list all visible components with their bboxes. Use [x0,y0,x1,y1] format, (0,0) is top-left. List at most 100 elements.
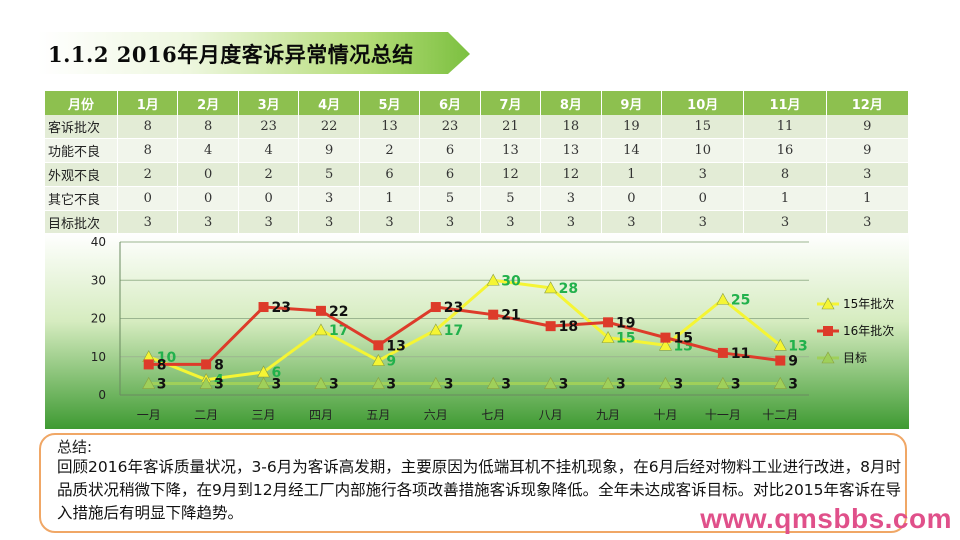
x-tick-label: 一月 [137,408,161,422]
data-label: 9 [788,354,798,370]
complaint-table: 月份 1月 2月 3月 4月 5月 6月 7月 8月 9月 10月 11月 12月 客诉批次 8 8 23 22… [45,91,910,235]
data-point [371,353,385,366]
data-point [371,376,385,389]
data-label: 10 [157,350,177,366]
data-label: 18 [559,319,578,335]
data-label: 25 [731,292,750,308]
table-cell: 9 [826,138,910,163]
data-label: 21 [501,308,520,324]
data-label: 3 [673,377,683,393]
table-cell: 6 [359,162,421,187]
table-header-month: 3月 [238,91,300,115]
table-cell: 23 [419,115,481,139]
table-row: 外观不良 2 0 2 5 6 6 12 12 1 3 8 3 [45,162,910,187]
table-cell: 3 [540,186,602,211]
x-tick-label: 八月 [539,408,563,422]
x-tick-label: 十一月 [705,408,741,422]
table-cell: 12 [540,162,602,187]
data-label: 11 [731,346,750,362]
data-point [314,376,328,389]
table-cell: 16 [743,138,827,163]
data-point [716,292,730,305]
data-point [373,340,384,351]
data-label: 3 [214,377,224,393]
table-cell: 0 [177,186,239,211]
table-cell: 1 [601,162,663,187]
table-cell: 3 [826,210,910,235]
table-cell: 8 [117,138,179,163]
table-cell: 8 [743,162,827,187]
table-cell: 3 [117,210,179,235]
data-label: 3 [559,377,569,393]
table-cell: 3 [298,210,360,235]
data-point [201,359,212,370]
table-cell: 3 [480,210,542,235]
table-cell: 12 [480,162,542,187]
title-banner-shape [38,32,470,74]
data-label: 15 [616,331,635,347]
table-cell: 23 [238,115,300,139]
table-cell: 2 [359,138,421,163]
table-cell: 5 [298,162,360,187]
series-line-1 [148,305,781,366]
data-label: 17 [444,323,463,339]
data-point [544,376,558,389]
table-header-month: 4月 [298,91,360,115]
data-label: 3 [788,377,798,393]
data-label: 8 [157,357,167,373]
table-cell: 21 [480,115,542,139]
data-label: 3 [386,377,396,393]
table-cell: 6 [419,162,481,187]
table-header-month: 8月 [540,91,602,115]
table-header-month: 11月 [743,91,827,115]
table-cell: 1 [359,186,421,211]
chart-svg: 0 10 20 30 40 一月 二月 三月 四月 五月 六月 七月 八月 九月 十月 十一月 十二月 10 4 6 1… [45,233,909,429]
table-cell: 11 [743,115,827,139]
watermark: www.qmsbbs.com [700,503,952,534]
table-cell: 0 [661,186,745,211]
table-cell: 3 [540,210,602,235]
data-point [773,376,787,389]
data-label: 22 [329,304,348,320]
table-cell: 14 [601,138,663,163]
legend-marker [821,351,835,364]
table-header-month: 6月 [419,91,481,115]
row-label: 功能不良 [45,138,118,163]
y-tick-label: 40 [91,235,106,249]
legend-marker [823,326,833,336]
table-cell: 3 [177,210,239,235]
row-label: 客诉批次 [45,115,118,139]
table-cell: 4 [238,138,300,163]
y-tick-label: 10 [91,350,106,364]
data-label: 3 [731,377,741,393]
x-tick-label: 三月 [252,408,276,422]
table-cell: 3 [826,162,910,187]
table-header-month: 12月 [826,91,910,115]
data-label: 23 [444,300,463,316]
data-point [601,330,615,343]
table-cell: 15 [661,115,745,139]
table-header-month: 2月 [177,91,239,115]
data-point [486,273,500,286]
y-tick-label: 30 [91,273,106,287]
y-tick-label: 20 [91,312,106,326]
data-point [488,309,499,320]
table-cell: 3 [601,210,663,235]
table-cell: 3 [743,210,827,235]
summary-box: 总结: 回顾2016年客诉质量状况，3-6月为客诉高发期，主要原因为低端耳机不挂… [39,433,907,533]
x-tick-label: 七月 [481,408,505,422]
legend-label: 目标 [843,351,867,365]
data-point [429,323,443,336]
data-point [142,376,156,389]
data-point [658,338,672,351]
x-tick-label: 四月 [309,408,333,422]
page-title: 1.1.2 2016年月度客诉异常情况总结 [48,42,414,67]
table-cell: 8 [117,115,179,139]
table-header-month: 10月 [661,91,745,115]
table-cell: 10 [661,138,745,163]
data-point [429,376,443,389]
table-cell: 0 [177,162,239,187]
data-label: 13 [386,338,405,354]
table-header-month: 1月 [117,91,179,115]
x-tick-label: 十二月 [762,408,798,422]
